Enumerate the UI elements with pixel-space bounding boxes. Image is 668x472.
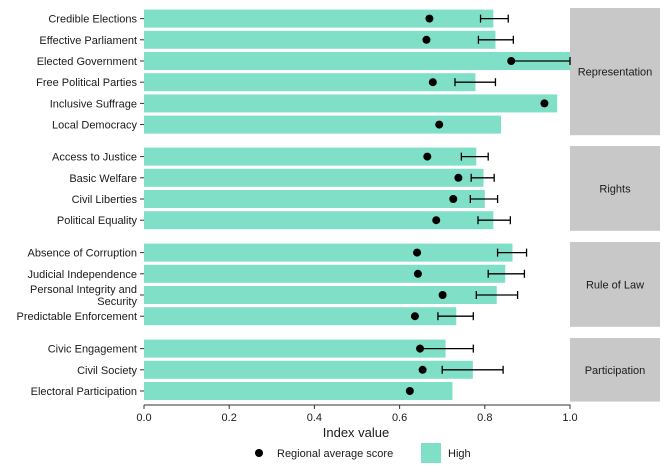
category-label: Judicial Independence — [28, 269, 137, 281]
bar — [144, 307, 457, 326]
facet-label: Rule of Law — [586, 279, 644, 291]
x-tick-label: 1.0 — [562, 412, 577, 424]
facet-label: Rights — [599, 183, 631, 195]
avg-point — [454, 173, 463, 182]
bar — [144, 211, 494, 230]
category-label: Basic Welfare — [69, 173, 137, 185]
avg-point — [423, 152, 432, 161]
bar — [144, 168, 484, 187]
x-tick-label: 0.8 — [477, 412, 492, 424]
category-label: Personal Integrity and Security — [30, 284, 138, 308]
legend-bar-label: High — [448, 448, 471, 460]
avg-point — [438, 291, 447, 299]
avg-point — [425, 14, 434, 23]
avg-point — [449, 195, 458, 203]
avg-point — [540, 99, 549, 108]
avg-point — [416, 344, 425, 353]
avg-point — [405, 387, 414, 395]
panel-rule-of-law: Rule of Law Absence of Corruption Judicial… — [17, 242, 660, 327]
category-label: Credible Elections — [48, 14, 137, 26]
avg-point — [413, 269, 422, 278]
bar — [144, 286, 497, 304]
facet-strip — [570, 8, 660, 136]
legend-bar-key — [421, 443, 441, 463]
avg-point — [418, 365, 427, 374]
bar — [144, 30, 496, 49]
avg-point — [422, 35, 431, 44]
category-label: Inclusive Suffrage — [50, 98, 137, 110]
category-label: Local Democracy — [52, 120, 137, 132]
x-tick-label: 0.4 — [307, 412, 322, 424]
bar — [144, 382, 453, 400]
bar — [144, 115, 501, 134]
bar — [144, 360, 473, 379]
legend-point-key — [255, 449, 263, 457]
bar — [144, 94, 558, 113]
facet-strip — [570, 146, 660, 231]
category-label: Access to Justice — [52, 152, 137, 164]
category-label: Civic Engagement — [48, 344, 137, 356]
category-label: Political Equality — [57, 215, 138, 227]
category-label: Absence of Corruption — [28, 248, 137, 260]
bar — [144, 190, 485, 208]
category-label: Civil Society — [77, 365, 137, 377]
bar — [144, 73, 476, 92]
bar — [144, 243, 513, 262]
facet-strip — [570, 338, 660, 402]
bar — [144, 339, 446, 358]
x-tick-label: 0.0 — [136, 412, 151, 424]
avg-point — [507, 57, 516, 65]
avg-point — [428, 78, 437, 87]
avg-point — [435, 120, 444, 129]
category-label: Elected Government — [37, 56, 137, 68]
x-axis: 0.0 0.2 0.4 0.6 0.8 1.0 — [136, 404, 578, 424]
panel-participation: Participation Civic Engagement Civil Socie… — [31, 338, 660, 402]
panel-representation: Representation Credible Elections Effectiv… — [36, 8, 660, 136]
bar — [144, 52, 570, 70]
legend: Regional average score High — [255, 443, 471, 463]
panel-rights: Rights Access to Justice Basic Welfare Civi… — [52, 146, 660, 231]
x-axis-title: Index value — [323, 425, 390, 440]
bar — [144, 9, 494, 28]
x-tick-label: 0.2 — [222, 412, 237, 424]
avg-point — [413, 248, 422, 257]
bar — [144, 264, 506, 283]
x-tick-label: 0.6 — [392, 412, 407, 424]
category-label: Electoral Participation — [31, 386, 137, 398]
category-label: Effective Parliament — [39, 35, 137, 47]
facet-label: Participation — [585, 365, 646, 377]
facet-strip — [570, 242, 660, 327]
avg-point — [410, 312, 419, 321]
category-label: Predictable Enforcement — [17, 311, 137, 323]
avg-point — [432, 216, 441, 225]
category-label: Free Political Parties — [36, 77, 137, 89]
bar — [144, 147, 477, 166]
panels-layer: Representation Credible Elections Effectiv… — [17, 8, 660, 402]
category-label: Civil Liberties — [72, 194, 138, 206]
legend-point-label: Regional average score — [277, 448, 393, 460]
facet-label: Representation — [578, 67, 653, 79]
